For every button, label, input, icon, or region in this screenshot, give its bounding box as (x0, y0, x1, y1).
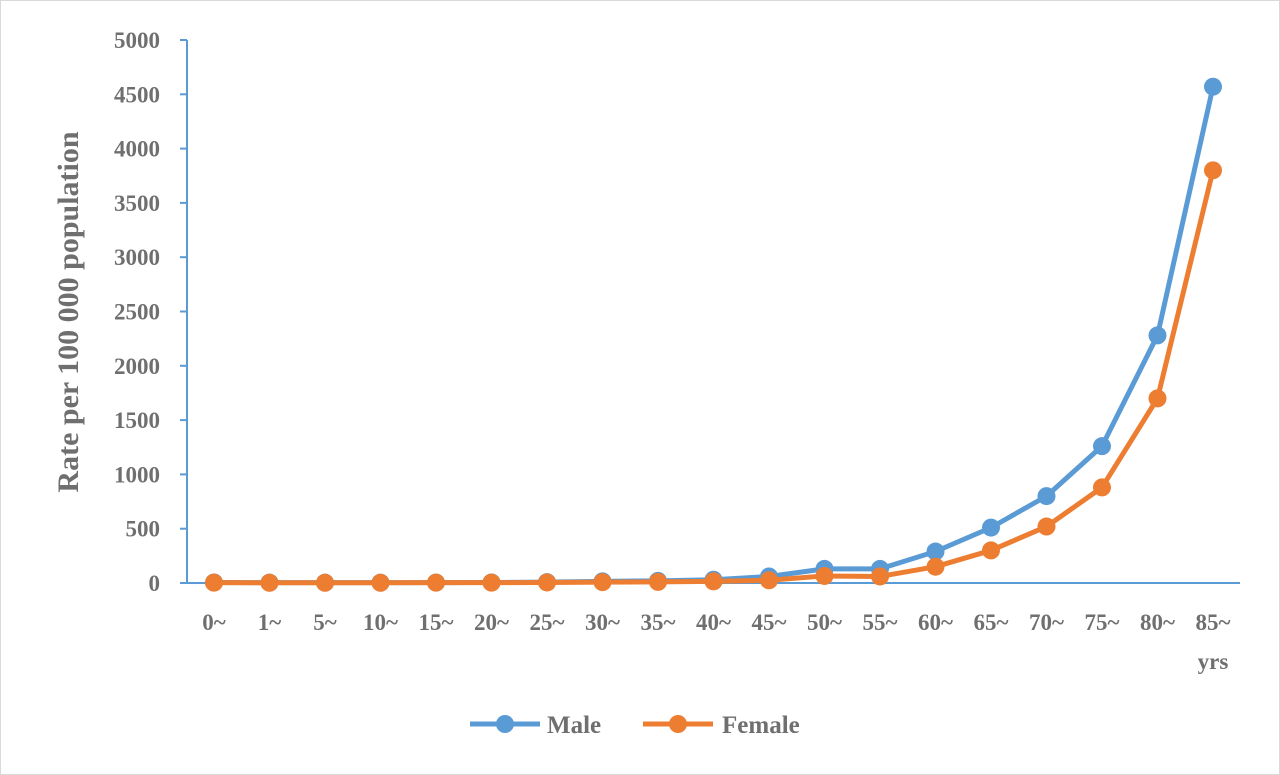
legend-label: Female (722, 712, 800, 739)
x-tick-label: 65~ (974, 610, 1009, 635)
y-tick-label: 3000 (114, 245, 160, 270)
x-tick-label: 50~ (807, 610, 842, 635)
x-tick-label: 35~ (641, 610, 676, 635)
y-tick-label: 2500 (114, 300, 160, 325)
series-female (205, 161, 1222, 592)
data-point (649, 572, 667, 591)
data-point (704, 572, 723, 591)
data-point (482, 573, 501, 592)
x-tick-label: 25~ (530, 610, 565, 635)
x-tick-label: 15~ (419, 610, 454, 635)
legend: Male Female (470, 712, 800, 739)
series-line (213, 169, 1216, 586)
data-point (260, 573, 279, 592)
y-axis: 0 500 1000 1500 2000 2500 3000 3500 4000 4500 5000 (114, 28, 188, 596)
y-tick-label: 3500 (114, 191, 160, 216)
x-tick-label: 60~ (918, 610, 953, 635)
data-point (982, 518, 1000, 537)
y-tick-label: 4000 (114, 137, 160, 162)
series-male (205, 77, 1222, 592)
data-point (926, 557, 945, 576)
x-tick-label: 5~ (313, 610, 337, 635)
data-point (371, 573, 390, 592)
x-tick-label: 45~ (752, 610, 787, 635)
data-point (538, 573, 556, 592)
data-point (1204, 161, 1222, 180)
data-point (1148, 326, 1167, 345)
data-point (593, 573, 612, 592)
data-point (760, 571, 778, 590)
x-tick-label: 10~ (363, 610, 398, 635)
x-tick-label: 55~ (863, 610, 898, 635)
series-layer (205, 77, 1222, 592)
series-line (213, 86, 1216, 586)
y-tick-label: 500 (126, 517, 161, 542)
x-tick-label: 30~ (585, 610, 620, 635)
x-tick-label: 70~ (1029, 610, 1064, 635)
data-point (815, 566, 834, 585)
x-tick-label: 75~ (1085, 610, 1120, 635)
x-tick-label: 20~ (474, 610, 509, 635)
data-point (316, 573, 334, 592)
data-point (1093, 437, 1111, 456)
data-point (871, 567, 889, 586)
y-tick-label: 1000 (114, 462, 160, 487)
x-axis-unit: yrs (1198, 649, 1229, 674)
y-tick-label: 4500 (114, 82, 160, 107)
y-tick-label: 5000 (114, 28, 160, 53)
x-axis: 0~ 1~ 5~ 10~ 15~ 20~ 25~ 30~ 35~ 40~ 45~ 50~ 55~ 60~ 6… (187, 582, 1240, 674)
data-point (1037, 517, 1056, 536)
legend-item-male: Male (470, 712, 601, 739)
x-tick-label: 85~ (1196, 610, 1231, 635)
data-point (1037, 487, 1056, 506)
y-axis-title: Rate per 100 000 population (52, 131, 85, 492)
y-tick-label: 2000 (114, 354, 160, 379)
data-point (982, 541, 1000, 560)
y-tick-label: 1500 (114, 408, 160, 433)
data-point (205, 573, 223, 592)
x-tick-label: 40~ (696, 610, 731, 635)
data-point (1204, 77, 1222, 96)
data-point (1093, 478, 1111, 497)
data-point (926, 542, 945, 561)
legend-item-female: Female (643, 712, 800, 739)
x-tick-label: 1~ (258, 610, 282, 635)
data-point (1148, 389, 1167, 408)
x-tick-label: 80~ (1140, 610, 1175, 635)
legend-swatch-marker (496, 715, 514, 733)
legend-label: Male (547, 712, 601, 739)
data-point (427, 573, 445, 592)
x-tick-label: 0~ (202, 610, 226, 635)
y-tick-label: 0 (149, 571, 161, 596)
legend-swatch-marker (669, 715, 687, 733)
